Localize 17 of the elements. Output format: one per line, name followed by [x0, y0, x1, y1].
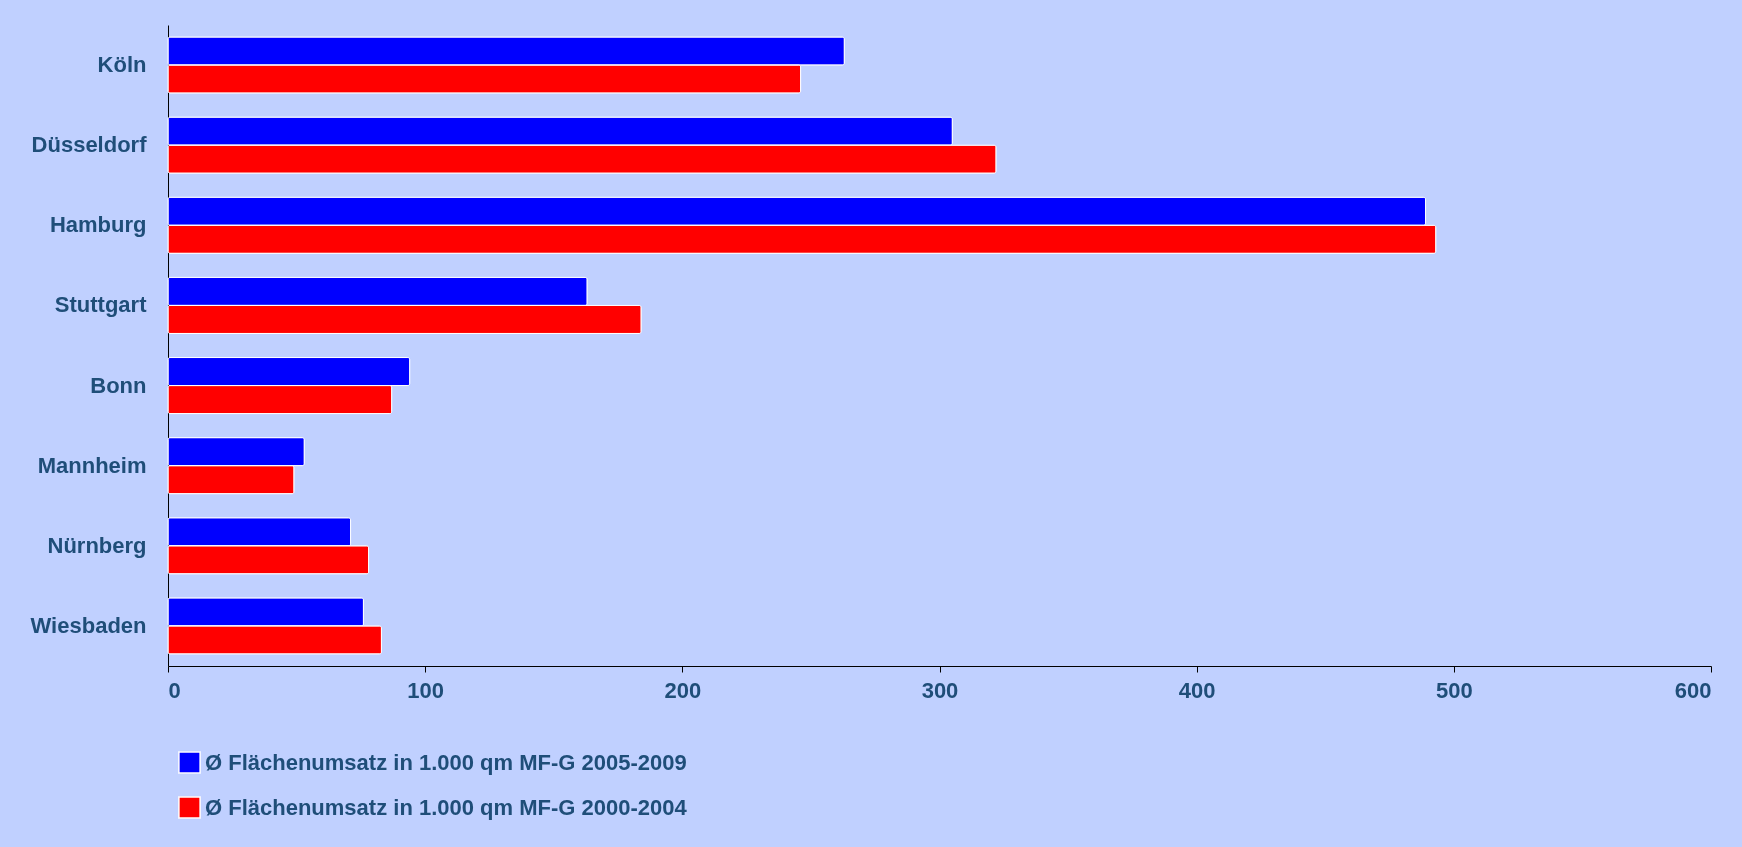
x-tick-label: 400	[1178, 677, 1216, 703]
y-tick-label: Mannheim	[37, 452, 147, 478]
y-tick-label: Wiesbaden	[30, 612, 147, 638]
x-tick-label: 100	[407, 677, 445, 703]
y-tick-label: Nürnberg	[47, 532, 147, 558]
x-tick-label: 0	[168, 677, 181, 703]
legend-label: Ø Flächenumsatz in 1.000 qm MF-G 2005-2009	[205, 749, 687, 775]
x-tick-label: 200	[664, 677, 702, 703]
x-tick-label: 600	[1674, 677, 1712, 703]
y-tick-label: Düsseldorf	[31, 132, 148, 158]
x-tick-label: 300	[921, 677, 959, 703]
y-tick-label: Bonn	[90, 372, 147, 398]
y-tick-label: Hamburg	[49, 212, 147, 238]
legend-label: Ø Flächenumsatz in 1.000 qm MF-G 2000-2004	[205, 794, 688, 820]
x-tick-label: 500	[1435, 677, 1473, 703]
y-tick-label: Köln	[97, 52, 147, 78]
y-tick-label: Stuttgart	[54, 292, 148, 318]
